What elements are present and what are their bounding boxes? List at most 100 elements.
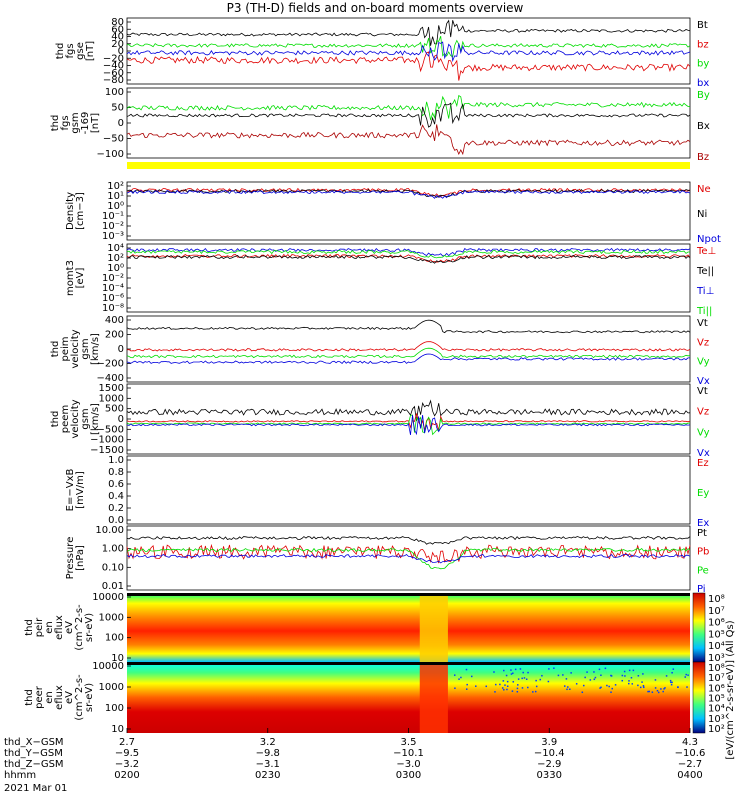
y-tick-label: 10000 [92,592,124,603]
y-axis-label: en [44,621,55,634]
plot-frame-5 [126,383,691,455]
spectrogram-speck [512,681,515,683]
y-tick-label: 40 [111,32,124,43]
y-tick-label: 0 [118,414,124,425]
colorbar-tick: 10⁷ [708,606,725,617]
y-tick-label: 200 [105,330,124,341]
y-tick-label: 10 [111,653,124,664]
y-tick-label: −1500 [90,445,124,456]
y-axis-label: en [44,691,55,704]
spectrogram-speck [604,667,607,670]
y-tick-label: 1000 [99,682,124,693]
spectrogram-speck [623,670,626,673]
y-tick-label: 0.01 [102,581,124,592]
colorbar-tick: 10⁴ [708,641,725,652]
series-line-bz [126,51,691,81]
spectrogram-speck [495,683,497,686]
x-tick-label-y: −9.8 [256,748,280,759]
spectrogram-speck [610,691,612,693]
legend-Ne: Ne [697,184,711,195]
y-axis-label: peir [34,617,45,637]
spectrogram-topedge [127,662,690,665]
series-line-Bz [126,124,691,156]
y-tick-label: −50 [103,134,124,145]
y-axis-label: [nT] [85,41,96,61]
y-axis-label: gsm [80,338,91,359]
legend-Vt: Vt [697,318,708,329]
y-tick-label: 10⁻⁸ [102,303,124,314]
spectrogram-speck [642,673,644,675]
y-axis-label: thd [55,43,66,60]
x-tick-label-t: 0230 [255,770,280,781]
y-tick-label: 50 [111,103,124,114]
x-tick-label-t: 0400 [677,770,702,781]
spectrogram-speck [460,676,462,679]
series-line-Bx [126,102,691,128]
legend-Pt: Pt [697,528,707,539]
y-axis-label: velocity [70,399,81,438]
y-tick-label: 0.8 [108,467,124,478]
x-tick-label-x: 2.7 [119,737,135,748]
spectrogram-speck [599,687,601,689]
legend-Pe: Pe [697,565,709,576]
y-axis-label: [km/s] [90,333,101,365]
spectrogram-speck [499,683,501,686]
spectrogram-speck [663,688,665,690]
y-axis-label: [km/s] [90,403,101,435]
y-tick-label: 60 [111,24,124,35]
series-line-Pe [126,547,691,570]
y-axis-label: gsm [80,408,91,429]
series-line-Vz [126,341,691,352]
legend-Vx: Vx [697,376,710,387]
spectrogram-speck [671,681,673,684]
legend-Pb: Pb [697,547,709,558]
spectrogram-speck [584,676,586,679]
y-tick-label: 10000 [92,661,124,672]
spectrogram-speck [465,668,468,671]
y-tick-label: 0 [118,118,124,129]
y-axis-label: fgs [65,43,76,58]
x-tick-label-z: −3.1 [256,759,280,770]
x-tick-label-x: 3.2 [260,737,276,748]
spectrogram-speck [639,686,642,689]
spectrogram-speck [647,690,649,693]
x-tick-label-z: −2.9 [537,759,561,770]
quality-flag-bar [127,162,690,169]
y-tick-label: 0 [118,46,124,57]
spectrogram-speck [586,671,588,673]
y-axis-label: eflux [54,615,65,640]
series-line-Vy [126,347,691,359]
y-axis-label: gse [75,42,86,60]
spectrogram-speck [575,683,578,685]
spectrogram-speck [510,669,512,671]
legend-Vt: Vt [697,386,708,397]
spectrogram-speck [454,687,456,689]
legend-Ez: Ez [697,458,709,469]
colorbar-tick: 10⁶ [708,683,725,694]
series-line-Bt [126,19,691,46]
y-tick-label: −500 [97,424,124,435]
legend-Npot: Npot [697,234,721,245]
spectrogram-speck [628,682,630,685]
series-line-Vt [126,399,691,422]
spectrogram-speck [527,671,529,674]
spectrogram-speck [621,674,624,677]
series-line-By [126,94,691,121]
spectrogram-speck [535,685,538,688]
spectrogram-speck [522,671,524,674]
plot-frame-6 [126,455,691,525]
spectrogram-speck [621,679,624,682]
x-tick-label-x: 3.5 [401,737,417,748]
spectrogram-speck [485,685,488,688]
spectrogram-speck [660,688,662,690]
y-tick-label: −60 [103,68,124,79]
series-line-bx [126,41,691,63]
spectrogram-speck [510,673,513,675]
colorbar-tick: 10⁸ [708,663,725,674]
y-tick-label: 10⁻³ [102,231,124,242]
legend-Ni: Ni [697,209,707,220]
spectrogram-speck [506,685,509,688]
legend-Vz: Vz [697,337,709,348]
